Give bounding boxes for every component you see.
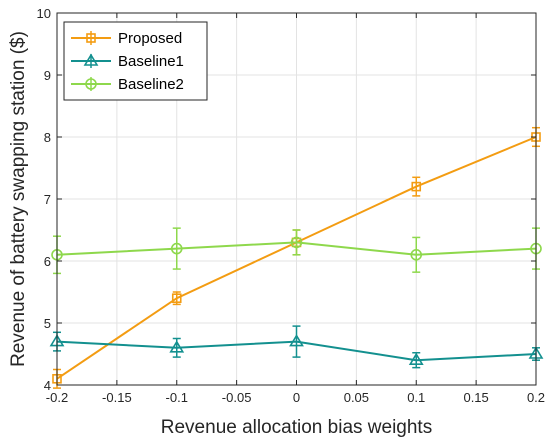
y-tick-label: 5	[44, 316, 51, 331]
x-tick-label: -0.1	[166, 390, 188, 405]
y-tick-label: 7	[44, 192, 51, 207]
x-tick-label: 0.15	[463, 390, 488, 405]
legend-label-proposed: Proposed	[118, 30, 182, 47]
y-tick-label: 9	[44, 68, 51, 83]
x-tick-label: -0.15	[102, 390, 132, 405]
baseline2-point	[170, 242, 183, 255]
x-tick-label: 0.2	[527, 390, 545, 405]
legend-label-baseline1: Baseline1	[118, 53, 184, 70]
y-tick-label: 4	[44, 378, 51, 393]
baseline1-point	[408, 352, 424, 366]
baseline2-point	[410, 249, 423, 261]
baseline2-point	[290, 236, 303, 249]
x-tick-label: -0.05	[222, 390, 252, 405]
y-axis-label: Revenue of battery swapping station ($)	[8, 31, 29, 367]
x-axis-label: Revenue allocation bias weights	[161, 417, 432, 438]
baseline1-point	[289, 334, 304, 347]
legend-label-baseline2: Baseline2	[118, 76, 184, 93]
x-tick-label: 0	[293, 390, 300, 405]
axis-ticks: -0.2 -0.15 -0.1 -0.05 0 0.05 0.1 0.15 0.2 4 5 6 7 8 9 1…	[37, 6, 546, 405]
y-tick-label: 6	[44, 254, 51, 269]
legend-marker-baseline2	[85, 78, 97, 90]
legend-marker-baseline1	[83, 53, 99, 66]
x-tick-label: 0.1	[407, 390, 425, 405]
baseline1-point	[169, 340, 185, 353]
proposed-point	[411, 181, 422, 192]
legend: Proposed Baseline1 Baseline2	[63, 21, 208, 101]
y-tick-label: 8	[44, 130, 51, 145]
proposed-point	[171, 293, 182, 304]
x-tick-label: 0.05	[344, 390, 369, 405]
x-tick-label: -0.2	[46, 390, 68, 405]
y-tick-label: 10	[37, 6, 51, 21]
legend-marker-proposed	[86, 33, 96, 43]
